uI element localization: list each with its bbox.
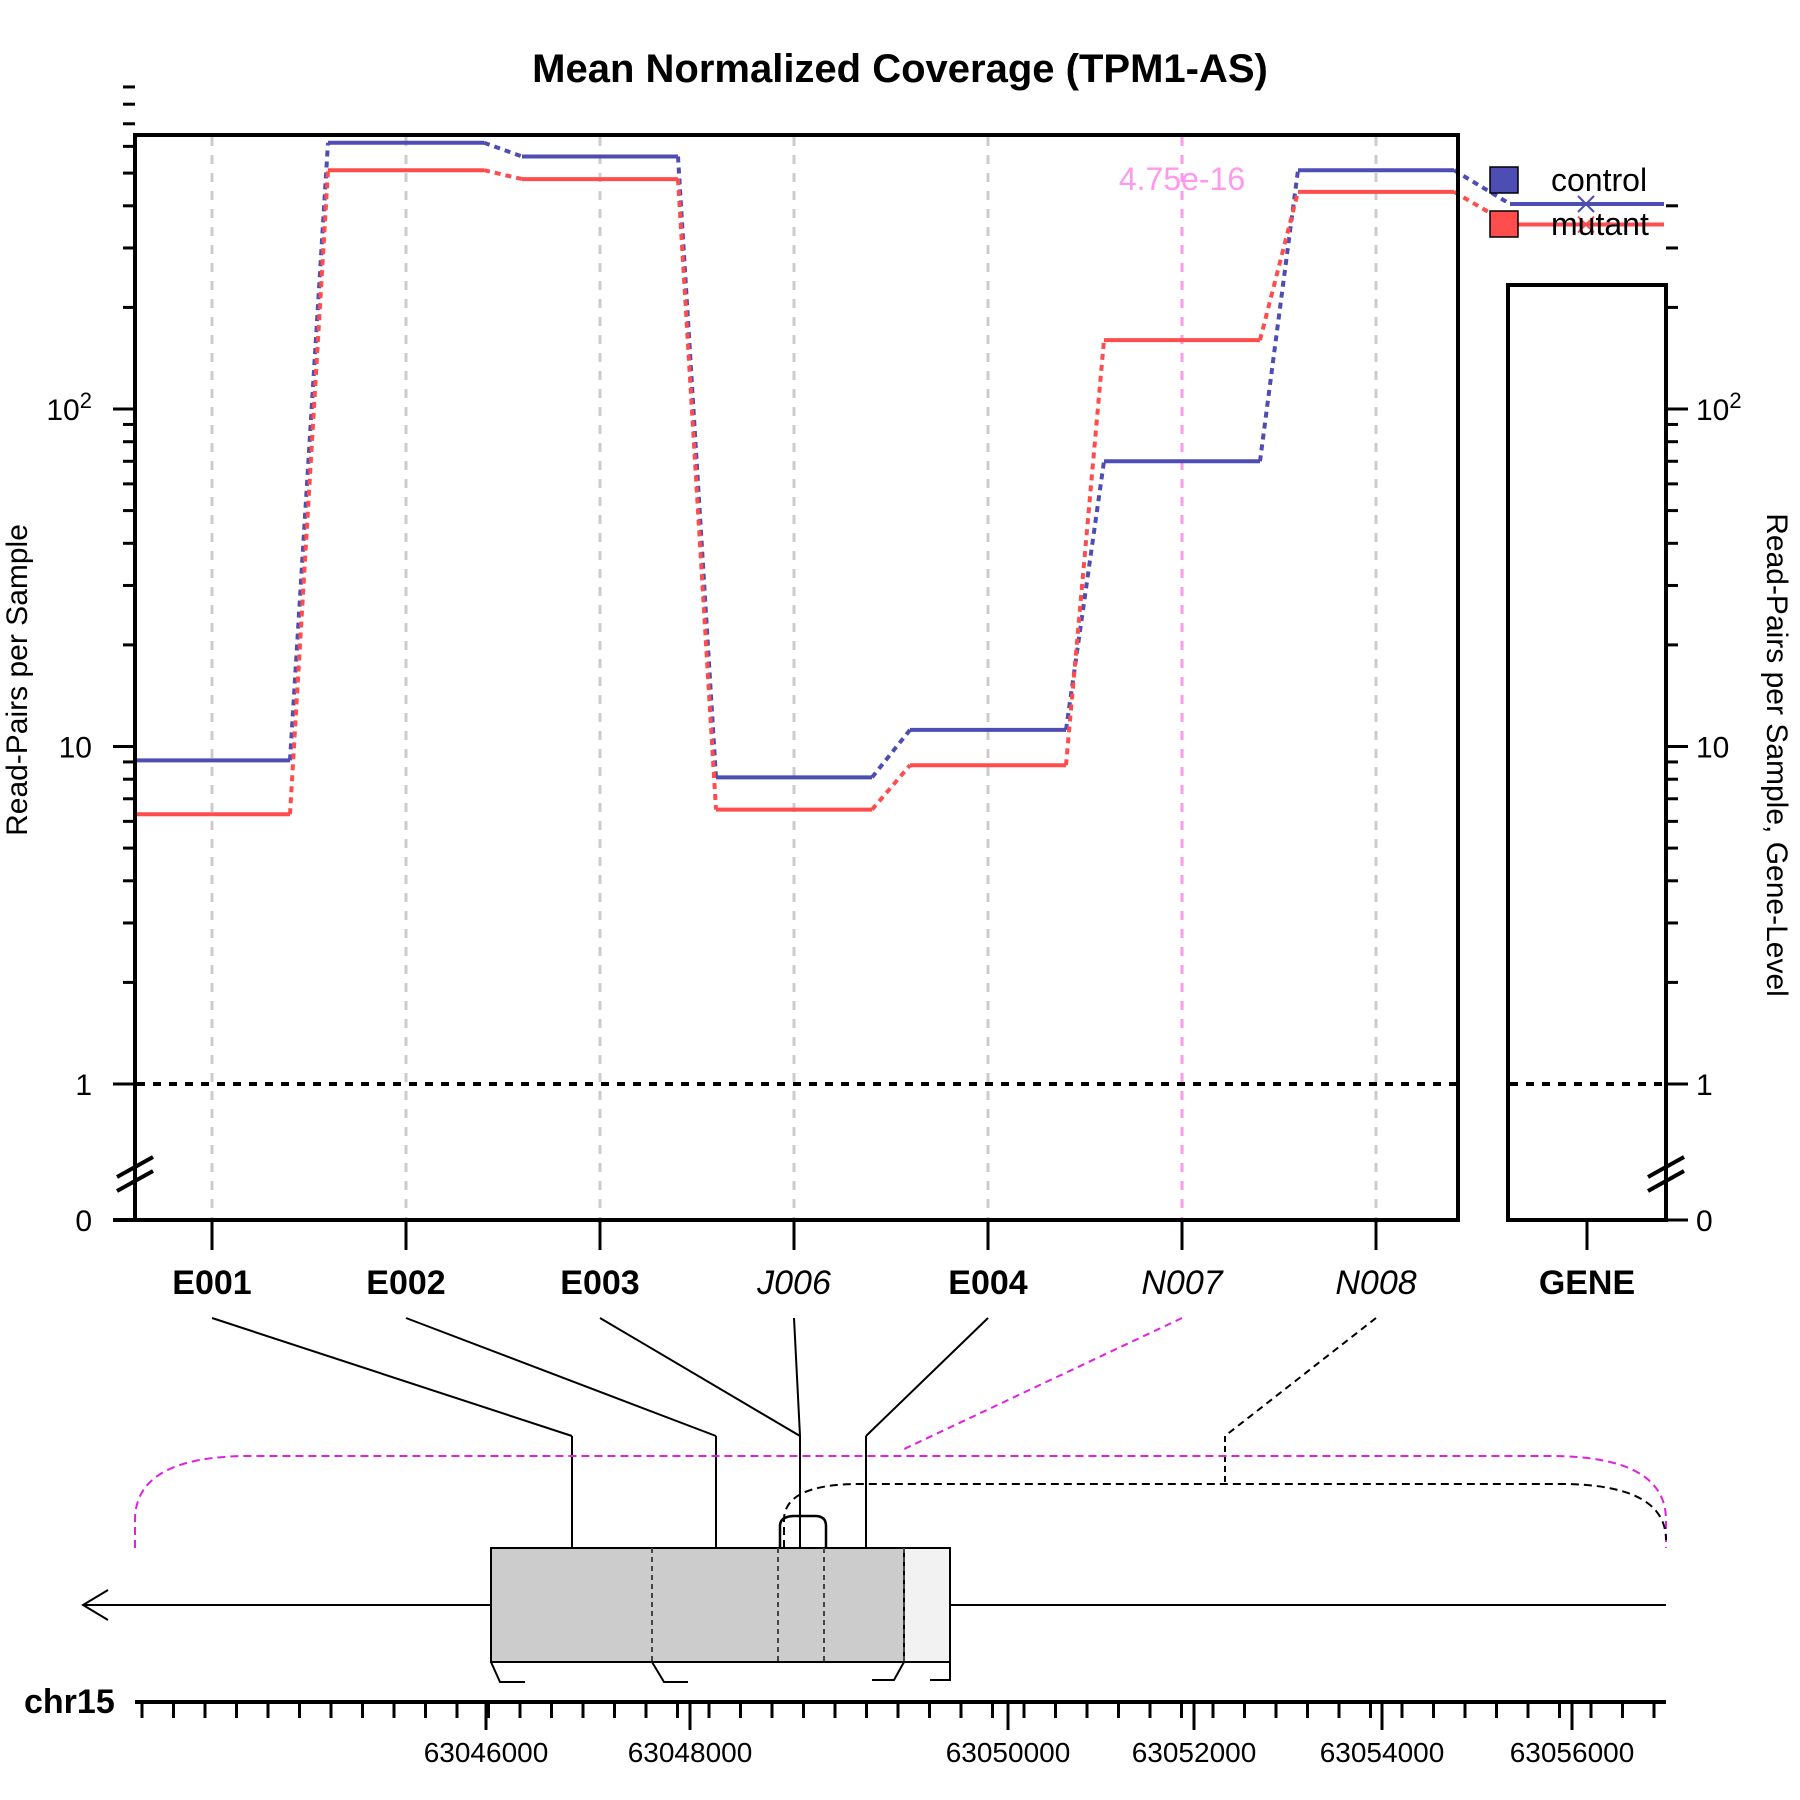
exon-bracket <box>930 1662 951 1681</box>
exon-bracket <box>872 1661 905 1681</box>
coord-label: 63050000 <box>946 1737 1071 1768</box>
legend-swatch-mutant <box>1489 210 1519 238</box>
y-tick-label-right: 102 <box>1696 388 1742 427</box>
feature-label-E001: E001 <box>172 1264 251 1302</box>
strand-arrow-icon <box>81 1589 109 1621</box>
axes: 0 0 1 1 10 10 102 102 <box>46 85 1742 1250</box>
axis-break <box>116 1155 154 1179</box>
y-tick-label-right: 0 <box>1696 1205 1713 1238</box>
connector-mutant-J006 <box>870 763 912 811</box>
arc-J006 <box>778 1514 828 1548</box>
coord-label: 63056000 <box>1510 1737 1635 1768</box>
y-tick-label-left: 102 <box>46 388 92 427</box>
track-connector-E001 <box>211 1317 573 1437</box>
exon-box <box>490 1547 905 1663</box>
gene-marker-stroke <box>1577 215 1595 234</box>
coord-label: 63048000 <box>628 1737 753 1768</box>
feature-label-N007: N007 <box>1141 1264 1223 1302</box>
track-connector-E002 <box>405 1317 717 1437</box>
legend: control mutant <box>1489 162 1649 242</box>
track-connector-N008 <box>1224 1317 1377 1437</box>
y-tick-label-left: 10 <box>59 732 92 765</box>
connector-mutant-E003 <box>676 178 718 810</box>
connector-mutant-E004 <box>1064 339 1106 766</box>
track-connector-E004 <box>865 1317 989 1437</box>
legend-swatch-control <box>1489 166 1519 194</box>
feature-label-N008: N008 <box>1335 1264 1416 1302</box>
gene-marker-control <box>1577 195 1595 213</box>
y-tick-label-left: 0 <box>75 1205 92 1238</box>
connector-control-J006 <box>870 728 912 779</box>
gene-track: 63046000 63048000 63050000 63052000 63054000… <box>81 1317 1667 1768</box>
gene-plot-frame <box>1506 283 1668 1222</box>
gene-marker-mutant <box>1577 215 1595 234</box>
connector-control-E001 <box>288 142 330 761</box>
coord-label: 63054000 <box>1320 1737 1445 1768</box>
series-lines: 4.75e-16 <box>134 140 1512 817</box>
exon-bracket <box>490 1661 525 1683</box>
legend-label-mutant: mutant <box>1551 206 1649 242</box>
y-axis-label: Read-Pairs per Sample <box>1 524 34 836</box>
connector-control-E002 <box>483 140 523 159</box>
connector-mutant-E002 <box>483 168 523 182</box>
chart-title: Mean Normalized Coverage (TPM1-AS) <box>532 47 1268 91</box>
y-axis-label-right: Read-Pairs per Sample, Gene-Level <box>1760 513 1793 997</box>
gene-marker-stroke <box>1577 195 1595 213</box>
feature-label-E002: E002 <box>366 1264 445 1302</box>
connector-mutant-N007 <box>1258 191 1300 341</box>
exon-box-utr <box>903 1547 951 1663</box>
grid-lines <box>137 137 1456 1218</box>
feature-label-J006: J006 <box>756 1264 831 1302</box>
gene-level-panel <box>1510 195 1664 1086</box>
arc-N008 <box>783 1483 1667 1548</box>
axis-break <box>1647 1169 1685 1193</box>
pvalue-label: 4.75e-16 <box>1119 161 1245 197</box>
y-tick-label-right: 10 <box>1696 732 1729 765</box>
y-tick-label-left: 1 <box>75 1069 92 1102</box>
connector-mutant-E001 <box>288 170 330 815</box>
track-connector-N007 <box>901 1317 1183 1451</box>
main-plot-frame <box>133 133 1460 1222</box>
connector-control-E004 <box>1064 460 1106 731</box>
track-connector-E003 <box>599 1317 801 1437</box>
arc-N007 <box>134 1455 1667 1548</box>
track-connector-J006 <box>793 1317 801 1437</box>
feature-label-E004: E004 <box>948 1264 1027 1302</box>
legend-label-control: control <box>1551 162 1647 198</box>
axis-break <box>1647 1155 1685 1179</box>
feature-labels: E001 E002 E003 J006 E004 N007 N008 GENE <box>172 1264 1635 1302</box>
exon-bracket <box>651 1661 688 1683</box>
chromosome-label: chr15 <box>24 1683 115 1721</box>
coord-label: 63052000 <box>1132 1737 1257 1768</box>
axis-break <box>116 1169 154 1193</box>
coord-label: 63046000 <box>424 1737 549 1768</box>
y-tick-label-right: 1 <box>1696 1069 1713 1102</box>
feature-label-gene: GENE <box>1539 1264 1635 1302</box>
feature-label-E003: E003 <box>560 1264 639 1302</box>
